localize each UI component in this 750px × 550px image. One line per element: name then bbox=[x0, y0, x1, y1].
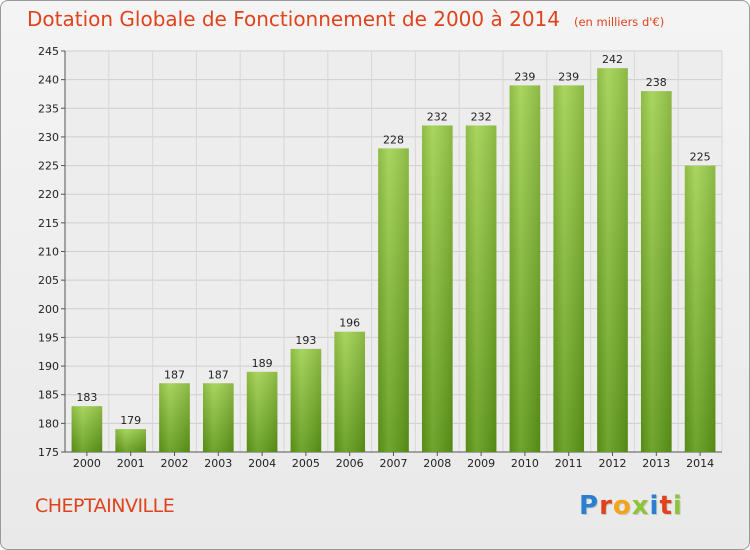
bar-shade bbox=[334, 331, 366, 452]
y-tick-label: 225 bbox=[38, 160, 59, 173]
logo-letter: t bbox=[659, 491, 673, 521]
bar-shade bbox=[509, 85, 541, 452]
bar-value-label: 228 bbox=[383, 133, 404, 146]
bar-shade bbox=[290, 348, 322, 452]
bar-value-label: 239 bbox=[558, 70, 579, 83]
logo-letter: x bbox=[631, 491, 650, 521]
title-text: Dotation Globale de Fonctionnement de 20… bbox=[27, 7, 560, 31]
bar-value-label: 189 bbox=[252, 357, 273, 370]
x-tick-label: 2007 bbox=[380, 457, 408, 470]
x-tick-label: 2006 bbox=[336, 457, 364, 470]
bar-value-label: 238 bbox=[646, 76, 667, 89]
y-tick-label: 240 bbox=[38, 74, 59, 87]
y-tick-label: 235 bbox=[38, 102, 59, 115]
bar-value-label: 196 bbox=[339, 317, 360, 330]
bar-value-label: 179 bbox=[120, 414, 141, 427]
bar-value-label: 187 bbox=[164, 368, 185, 381]
x-tick-label: 2004 bbox=[248, 457, 276, 470]
logo-letter: o bbox=[612, 491, 632, 521]
logo-letter: r bbox=[599, 491, 613, 521]
x-tick-label: 2012 bbox=[599, 457, 627, 470]
y-tick-label: 190 bbox=[38, 360, 59, 373]
logo-letter: i bbox=[649, 491, 660, 521]
bar-shade bbox=[421, 125, 453, 452]
y-tick-label: 230 bbox=[38, 131, 59, 144]
bar-shade bbox=[684, 165, 716, 453]
x-tick-label: 2009 bbox=[467, 457, 495, 470]
axes: 175 180 185 190 195 200 205 210 215 220 225 230 235 2… bbox=[38, 45, 722, 470]
y-tick-label: 200 bbox=[38, 303, 59, 316]
x-tick-label: 2002 bbox=[161, 457, 189, 470]
bar-value-label: 239 bbox=[514, 70, 535, 83]
y-tick-label: 205 bbox=[38, 274, 59, 287]
y-tick-label: 215 bbox=[38, 217, 59, 230]
x-tick-label: 2000 bbox=[73, 457, 101, 470]
bar-shade bbox=[378, 148, 409, 452]
chart-title: Dotation Globale de Fonctionnement de 20… bbox=[27, 7, 664, 31]
units-label: (en milliers d'€) bbox=[574, 15, 665, 29]
x-tick-label: 2003 bbox=[204, 457, 232, 470]
x-tick-label: 2005 bbox=[292, 457, 320, 470]
bar-shade bbox=[246, 371, 278, 452]
logo-letter: P bbox=[579, 491, 600, 521]
y-tick-label: 220 bbox=[38, 188, 59, 201]
x-tick-label: 2013 bbox=[642, 457, 670, 470]
bar-value-label: 232 bbox=[471, 110, 492, 123]
x-tick-label: 2008 bbox=[423, 457, 451, 470]
bar-value-label: 183 bbox=[76, 391, 97, 404]
logo-letter: i bbox=[672, 491, 683, 521]
x-tick-label: 2001 bbox=[117, 457, 145, 470]
y-tick-label: 185 bbox=[38, 389, 59, 402]
x-tick-label: 2010 bbox=[511, 457, 539, 470]
x-tick-label: 2014 bbox=[686, 457, 714, 470]
bar-shade bbox=[553, 85, 585, 452]
bar-shade bbox=[159, 383, 190, 452]
x-tick-label: 2011 bbox=[555, 457, 583, 470]
bar-value-label: 225 bbox=[690, 151, 711, 164]
bar-shade bbox=[71, 406, 103, 452]
proxiti-logo[interactable]: Proxiti bbox=[579, 491, 683, 521]
bars bbox=[71, 68, 716, 453]
bar-shade bbox=[465, 125, 497, 452]
y-tick-label: 180 bbox=[38, 417, 59, 430]
bar-value-label: 242 bbox=[602, 53, 623, 66]
bar-shade bbox=[597, 68, 628, 452]
y-tick-label: 245 bbox=[38, 45, 59, 58]
bar-value-label: 232 bbox=[427, 110, 448, 123]
y-tick-label: 175 bbox=[38, 446, 59, 459]
bar-shade bbox=[202, 383, 234, 452]
bar-value-label: 193 bbox=[295, 334, 316, 347]
y-tick-label: 195 bbox=[38, 331, 59, 344]
value-labels: 183 179 187 187 189 193 196 228 232 232 239 239 242 2… bbox=[76, 53, 710, 427]
commune-name: CHEPTAINVILLE bbox=[35, 495, 175, 517]
bar-value-label: 187 bbox=[208, 368, 229, 381]
y-tick-label: 210 bbox=[38, 246, 59, 259]
bar-shade bbox=[115, 429, 147, 452]
bar-shade bbox=[640, 91, 672, 452]
